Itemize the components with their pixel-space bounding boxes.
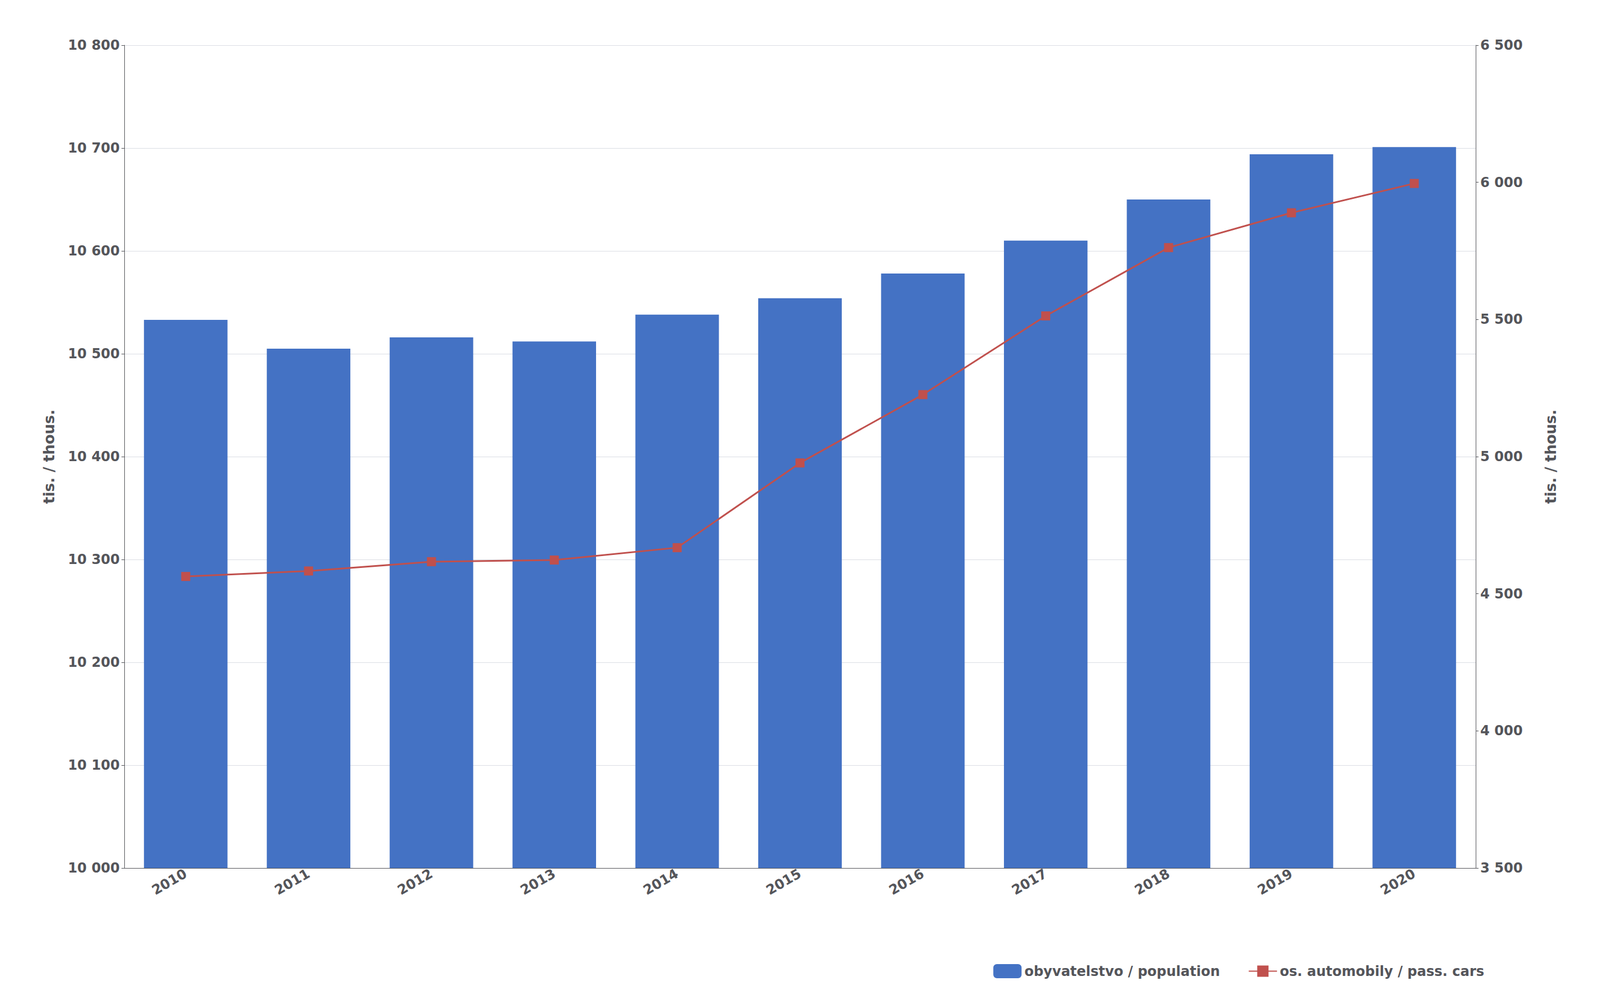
svg-text:6 000: 6 000 [1480,174,1523,191]
svg-text:2020: 2020 [1377,865,1419,899]
svg-text:10 500: 10 500 [67,345,120,362]
svg-text:4 500: 4 500 [1480,585,1523,602]
svg-text:6 500: 6 500 [1480,37,1523,54]
svg-text:10 400: 10 400 [67,448,120,465]
svg-text:2016: 2016 [886,865,928,899]
svg-text:10 700: 10 700 [67,140,120,156]
svg-text:10 100: 10 100 [67,757,120,773]
svg-text:10 200: 10 200 [67,654,120,671]
svg-text:3 500: 3 500 [1480,859,1523,876]
svg-text:10 600: 10 600 [67,242,120,259]
svg-text:2013: 2013 [517,865,559,899]
svg-text:2014: 2014 [640,865,682,899]
svg-text:2017: 2017 [1009,865,1050,899]
svg-text:5 500: 5 500 [1480,311,1523,328]
svg-text:tis. / thous.: tis. / thous. [1542,409,1560,504]
svg-text:2018: 2018 [1132,865,1173,899]
svg-text:10 300: 10 300 [67,551,120,568]
svg-text:4 000: 4 000 [1480,722,1523,739]
svg-text:2019: 2019 [1254,865,1296,899]
svg-text:5 000: 5 000 [1480,448,1523,465]
svg-text:2010: 2010 [149,865,190,899]
svg-text:2011: 2011 [271,865,313,899]
svg-text:tis. / thous.: tis. / thous. [40,409,58,504]
svg-text:obyvatelstvo / population: obyvatelstvo / population [1024,963,1220,980]
svg-text:os. automobily / pass. cars: os. automobily / pass. cars [1279,963,1485,980]
svg-text:10 800: 10 800 [67,37,120,54]
svg-text:2012: 2012 [394,865,436,899]
svg-text:2015: 2015 [763,865,804,899]
svg-text:10 000: 10 000 [67,859,120,876]
